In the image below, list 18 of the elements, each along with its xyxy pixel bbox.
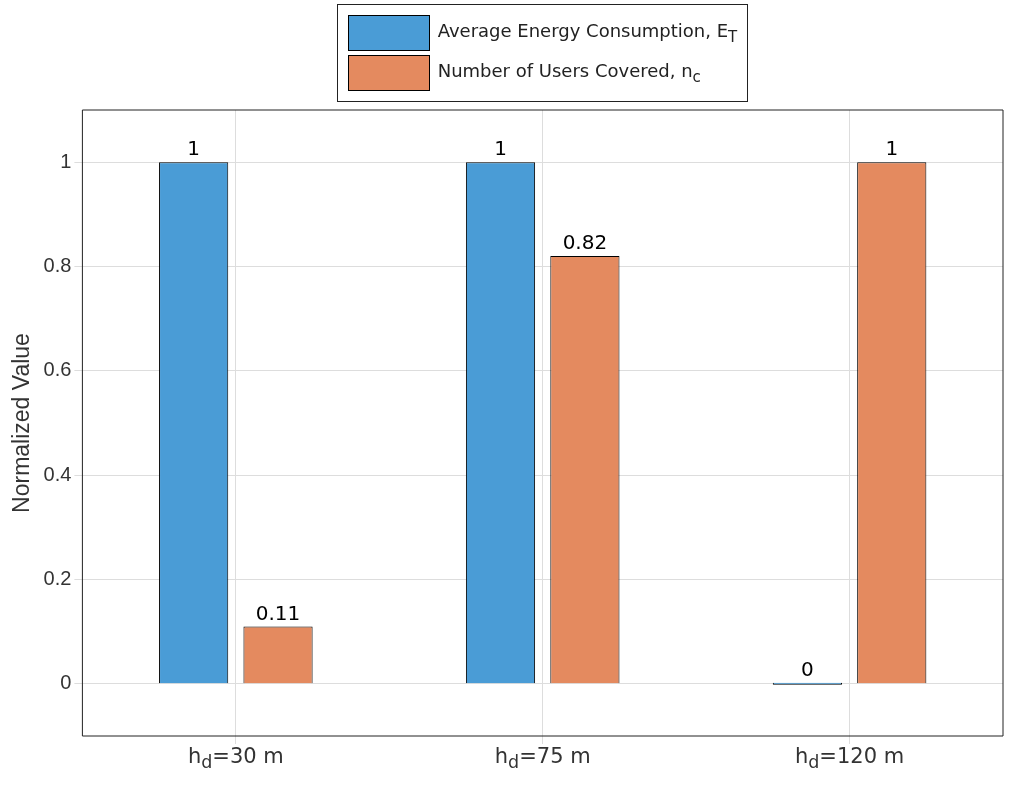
data-label: 0.11: [255, 600, 301, 625]
y-tick-label: 0.6: [43, 358, 72, 381]
data-label: 0: [801, 657, 814, 682]
x-tick-label: h$_{d}$=120 m: [794, 744, 905, 773]
legend-label: Average Energy Consumption, E$_{T}$: [437, 20, 738, 46]
x-tick-label: h$_{d}$=30 m: [187, 744, 284, 773]
data-label: 1: [187, 136, 201, 161]
y-tick-label: 0.2: [43, 567, 72, 590]
y-tick-label: 0.8: [43, 254, 72, 277]
data-label: 1: [494, 136, 507, 161]
y-axis-title: Normalized Value: [8, 333, 35, 513]
y-tick-label: 0: [60, 671, 72, 694]
x-tick-label: h$_{d}$=75 m: [494, 744, 591, 773]
y-tick-label: 1: [60, 149, 72, 172]
data-label: 1: [885, 136, 899, 161]
legend-label: Number of Users Covered, n$_{c}$: [437, 60, 701, 86]
data-label: 0.82: [562, 230, 608, 255]
y-tick-label: 0.4: [43, 462, 72, 485]
